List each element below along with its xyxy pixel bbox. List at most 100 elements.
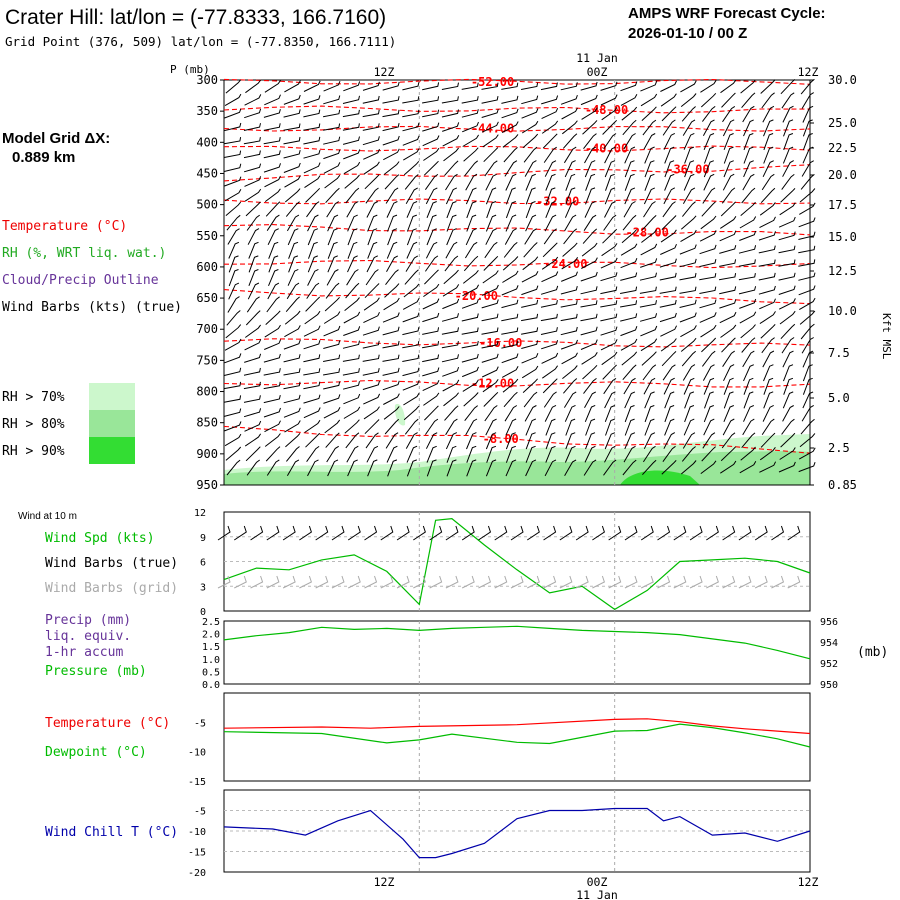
wind-barb	[699, 273, 717, 281]
wind-barb	[307, 228, 319, 246]
wind-barb	[604, 432, 616, 450]
wind-barb	[263, 353, 281, 363]
wind-barb	[345, 282, 360, 299]
wind-barb	[243, 367, 261, 376]
wind-barb	[385, 432, 399, 449]
wind-barb	[575, 575, 589, 589]
wind-barb	[689, 525, 703, 541]
wind-barb	[305, 296, 321, 312]
wind-barb	[426, 459, 437, 477]
wind-barb	[248, 241, 259, 259]
wind-barb	[383, 148, 400, 161]
wind-barb	[585, 173, 596, 191]
wind-barb	[781, 174, 795, 190]
wind-barb	[501, 353, 519, 364]
wind-barb	[502, 256, 519, 271]
wind-barb	[383, 406, 400, 420]
wind-barb	[702, 106, 716, 122]
wind-barb	[284, 310, 301, 325]
wind-barb	[525, 445, 536, 463]
wind-barb	[263, 123, 281, 131]
wind-barb	[661, 351, 677, 367]
wind-barb	[463, 392, 479, 407]
wind-barb	[244, 108, 262, 119]
wind-barb	[660, 338, 677, 352]
wind-barb	[601, 107, 618, 121]
wind-barb	[541, 256, 559, 270]
wind-barb	[288, 255, 299, 273]
precip-tick-label: 2.0	[202, 630, 220, 641]
wind-barb	[720, 446, 736, 462]
wind-barb	[624, 575, 638, 589]
wind-barb	[580, 339, 598, 350]
wind-barb	[386, 241, 398, 259]
wind-barb	[703, 405, 714, 423]
wind-barb	[739, 216, 757, 229]
wind-barb	[525, 214, 537, 232]
wind-barb	[503, 242, 518, 258]
wind-barb	[485, 173, 497, 191]
wind-barb	[580, 271, 598, 282]
wind-barb	[422, 298, 440, 310]
wind-barb	[585, 432, 596, 450]
wind-barb	[504, 228, 517, 245]
wind-barb	[461, 340, 479, 349]
rh90-shading	[620, 470, 700, 485]
wind-barb	[704, 146, 714, 164]
wind-barb	[327, 459, 339, 477]
wind-barb	[660, 93, 677, 107]
wind-barb	[503, 391, 518, 408]
wind-barb	[582, 120, 598, 135]
wind-barb	[307, 268, 319, 286]
wind-barb	[522, 133, 539, 149]
wind-barb	[524, 160, 537, 177]
wind-barb	[740, 201, 756, 216]
height-tick-label: 12.5	[828, 264, 857, 278]
wind-barb	[445, 187, 458, 205]
wind-barb	[659, 299, 677, 308]
wind-barb	[461, 353, 479, 363]
wind-barb	[342, 381, 360, 390]
grid-point-subtitle: Grid Point (376, 509) lat/lon = (-77.835…	[5, 34, 396, 49]
wind-barb	[367, 214, 378, 232]
wind-barb	[363, 297, 380, 311]
wind-barb	[323, 123, 341, 131]
wind-barb	[679, 272, 697, 281]
wind-barb	[739, 311, 757, 324]
wind-barb	[224, 137, 242, 145]
wind-barb	[264, 420, 281, 433]
wind-barb	[699, 230, 717, 242]
wind-barb	[761, 92, 775, 109]
wind-barb	[402, 367, 420, 377]
wind-barb	[282, 525, 296, 541]
wind-barb	[263, 394, 281, 404]
wind-barb	[244, 353, 262, 363]
wind-barb	[287, 228, 299, 246]
wind-barb	[719, 311, 737, 324]
wind-barb	[264, 175, 281, 188]
height-tick-label: 17.5	[828, 198, 857, 212]
wind-barb	[799, 433, 816, 448]
wind-barb	[541, 107, 559, 120]
height-tick-label: 30.0	[828, 73, 857, 87]
wind-barb	[763, 146, 774, 164]
wind-barb	[226, 459, 241, 476]
wind-barb	[245, 324, 262, 338]
wind-barb	[799, 188, 816, 203]
wind-barb	[802, 377, 813, 395]
wind-barb	[344, 297, 360, 311]
wind-barb	[543, 525, 557, 541]
wind-barb	[425, 432, 438, 449]
height-tick-label: 5.0	[828, 391, 850, 405]
wind-barb	[523, 242, 538, 258]
wind-barb	[603, 214, 617, 231]
wind-barb	[583, 214, 597, 231]
wind-barb	[363, 406, 380, 420]
wind-barb	[641, 351, 657, 366]
wind-barb	[346, 269, 359, 286]
wind-barb	[521, 327, 539, 335]
wind-barb	[505, 432, 516, 450]
wind-barb	[659, 272, 677, 281]
wind-barb	[323, 381, 341, 390]
